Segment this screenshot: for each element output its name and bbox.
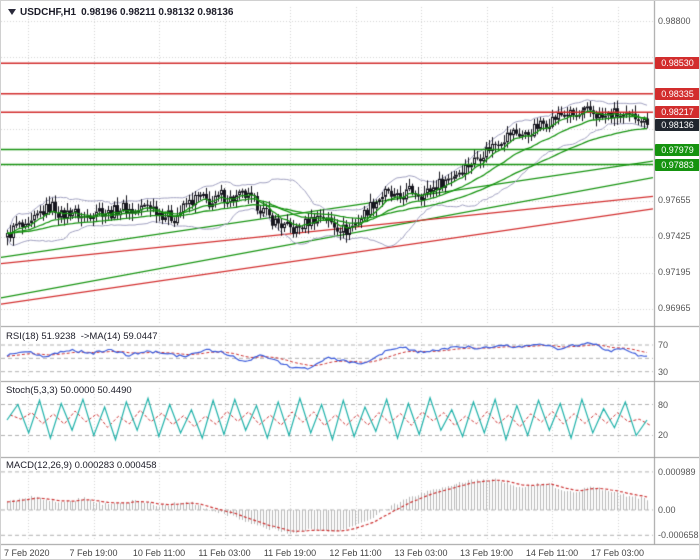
chart-legend: USDCHF,H1 0.98196 0.98211 0.98132 0.98136 bbox=[8, 7, 234, 18]
chart-ohlc-values: 0.98196 0.98211 0.98132 0.98136 bbox=[81, 7, 234, 18]
symbol-marker-icon bbox=[8, 9, 16, 16]
macd-label: MACD(12,26,9) 0.000283 0.000458 bbox=[6, 460, 157, 471]
rsi-label: RSI(18) 51.9238 bbox=[6, 331, 76, 342]
stoch-label: Stoch(5,3,3) 50.0000 50.4490 bbox=[6, 385, 132, 396]
macd-legend: MACD(12,26,9) 0.000283 0.000458 bbox=[6, 460, 157, 471]
rsi-ma-label: ->MA(14) 59.0447 bbox=[80, 331, 158, 342]
rsi-legend: RSI(18) 51.9238 ->MA(14) 59.0447 bbox=[6, 331, 158, 342]
chart-symbol-label: USDCHF,H1 bbox=[20, 7, 77, 18]
stoch-legend: Stoch(5,3,3) 50.0000 50.4490 bbox=[6, 385, 132, 396]
